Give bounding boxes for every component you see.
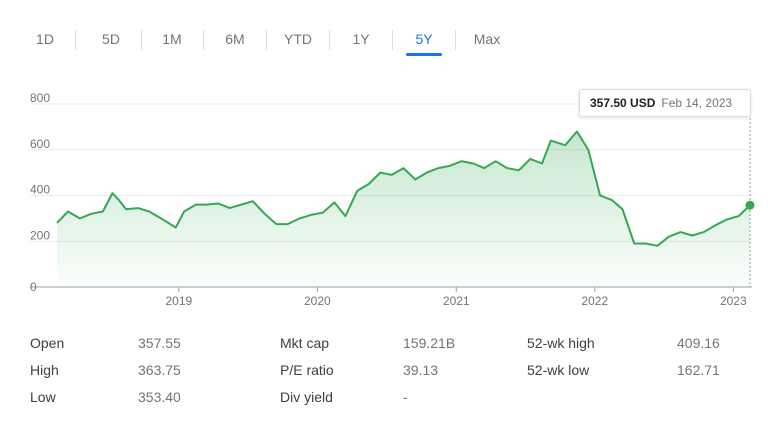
y-tick-label: 600 — [30, 137, 50, 151]
stat-value-low: 353.40 — [138, 389, 181, 405]
stat-value-mkt-cap: 159.21B — [403, 335, 456, 351]
tab-divider — [75, 30, 76, 50]
range-tabs: 1D 5D 1M 6M YTD 1Y 5Y Max — [20, 28, 512, 58]
tab-divider — [203, 30, 204, 50]
tab-1d[interactable]: 1D — [36, 31, 54, 47]
tab-divider — [329, 30, 330, 50]
tab-1m[interactable]: 1M — [162, 31, 182, 47]
price-area — [57, 131, 750, 287]
x-tick-label: 2022 — [581, 294, 608, 308]
tab-divider — [455, 30, 456, 50]
x-tick-label: 2019 — [165, 294, 192, 308]
price-tooltip: 357.50 USD Feb 14, 2023 — [579, 89, 751, 117]
stat-label-low: Low — [30, 389, 56, 405]
tab-5d[interactable]: 5D — [102, 31, 120, 47]
stat-value-div-yield: - — [403, 389, 408, 405]
stat-label-high: High — [30, 362, 59, 378]
y-tick-label: 200 — [30, 228, 50, 242]
stat-value-open: 357.55 — [138, 335, 181, 351]
tooltip-price: 357.50 USD — [590, 96, 656, 110]
x-tick-label: 2020 — [304, 294, 331, 308]
stat-label-div-yield: Div yield — [280, 389, 333, 405]
x-axis: 2019 2020 2021 2022 2023 — [165, 287, 747, 308]
stat-label-52wk-low: 52-wk low — [527, 362, 590, 378]
stat-row: High 363.75 P/E ratio 39.13 52-wk low 16… — [30, 362, 750, 389]
stat-label-52wk-high: 52-wk high — [527, 335, 595, 351]
stat-label-mkt-cap: Mkt cap — [280, 335, 330, 351]
tab-6m[interactable]: 6M — [225, 31, 245, 47]
tooltip-date: Feb 14, 2023 — [661, 96, 733, 110]
stat-row: Open 357.55 Mkt cap 159.21B 52-wk high 4… — [30, 335, 750, 362]
stat-value-pe-ratio: 39.13 — [403, 362, 439, 378]
tab-max[interactable]: Max — [473, 31, 501, 47]
tab-divider — [141, 30, 142, 50]
stats-table: Open 357.55 Mkt cap 159.21B 52-wk high 4… — [30, 335, 750, 416]
tab-ytd[interactable]: YTD — [284, 31, 312, 47]
y-tick-label: 400 — [30, 183, 50, 197]
price-line — [56, 130, 751, 247]
price-chart[interactable]: 0 200 400 600 800 2019 2020 2021 2022 2023 — [0, 80, 768, 320]
stat-value-52wk-low: 162.71 — [677, 362, 720, 378]
x-tick-label: 2021 — [443, 294, 470, 308]
tab-5y[interactable]: 5Y — [399, 28, 449, 47]
tab-1y[interactable]: 1Y — [352, 31, 370, 47]
price-point-marker — [745, 200, 755, 210]
y-tick-label: 800 — [30, 91, 50, 105]
stat-value-high: 363.75 — [138, 362, 181, 378]
tab-divider — [266, 30, 267, 50]
y-axis: 0 200 400 600 800 — [30, 91, 50, 294]
stat-row: Low 353.40 Div yield - — [30, 389, 750, 416]
tab-divider — [392, 30, 393, 50]
stat-label-open: Open — [30, 335, 65, 351]
stat-label-pe-ratio: P/E ratio — [280, 362, 334, 378]
stat-value-52wk-high: 409.16 — [677, 335, 720, 351]
y-tick-label: 0 — [30, 280, 37, 294]
x-tick-label: 2023 — [720, 294, 747, 308]
